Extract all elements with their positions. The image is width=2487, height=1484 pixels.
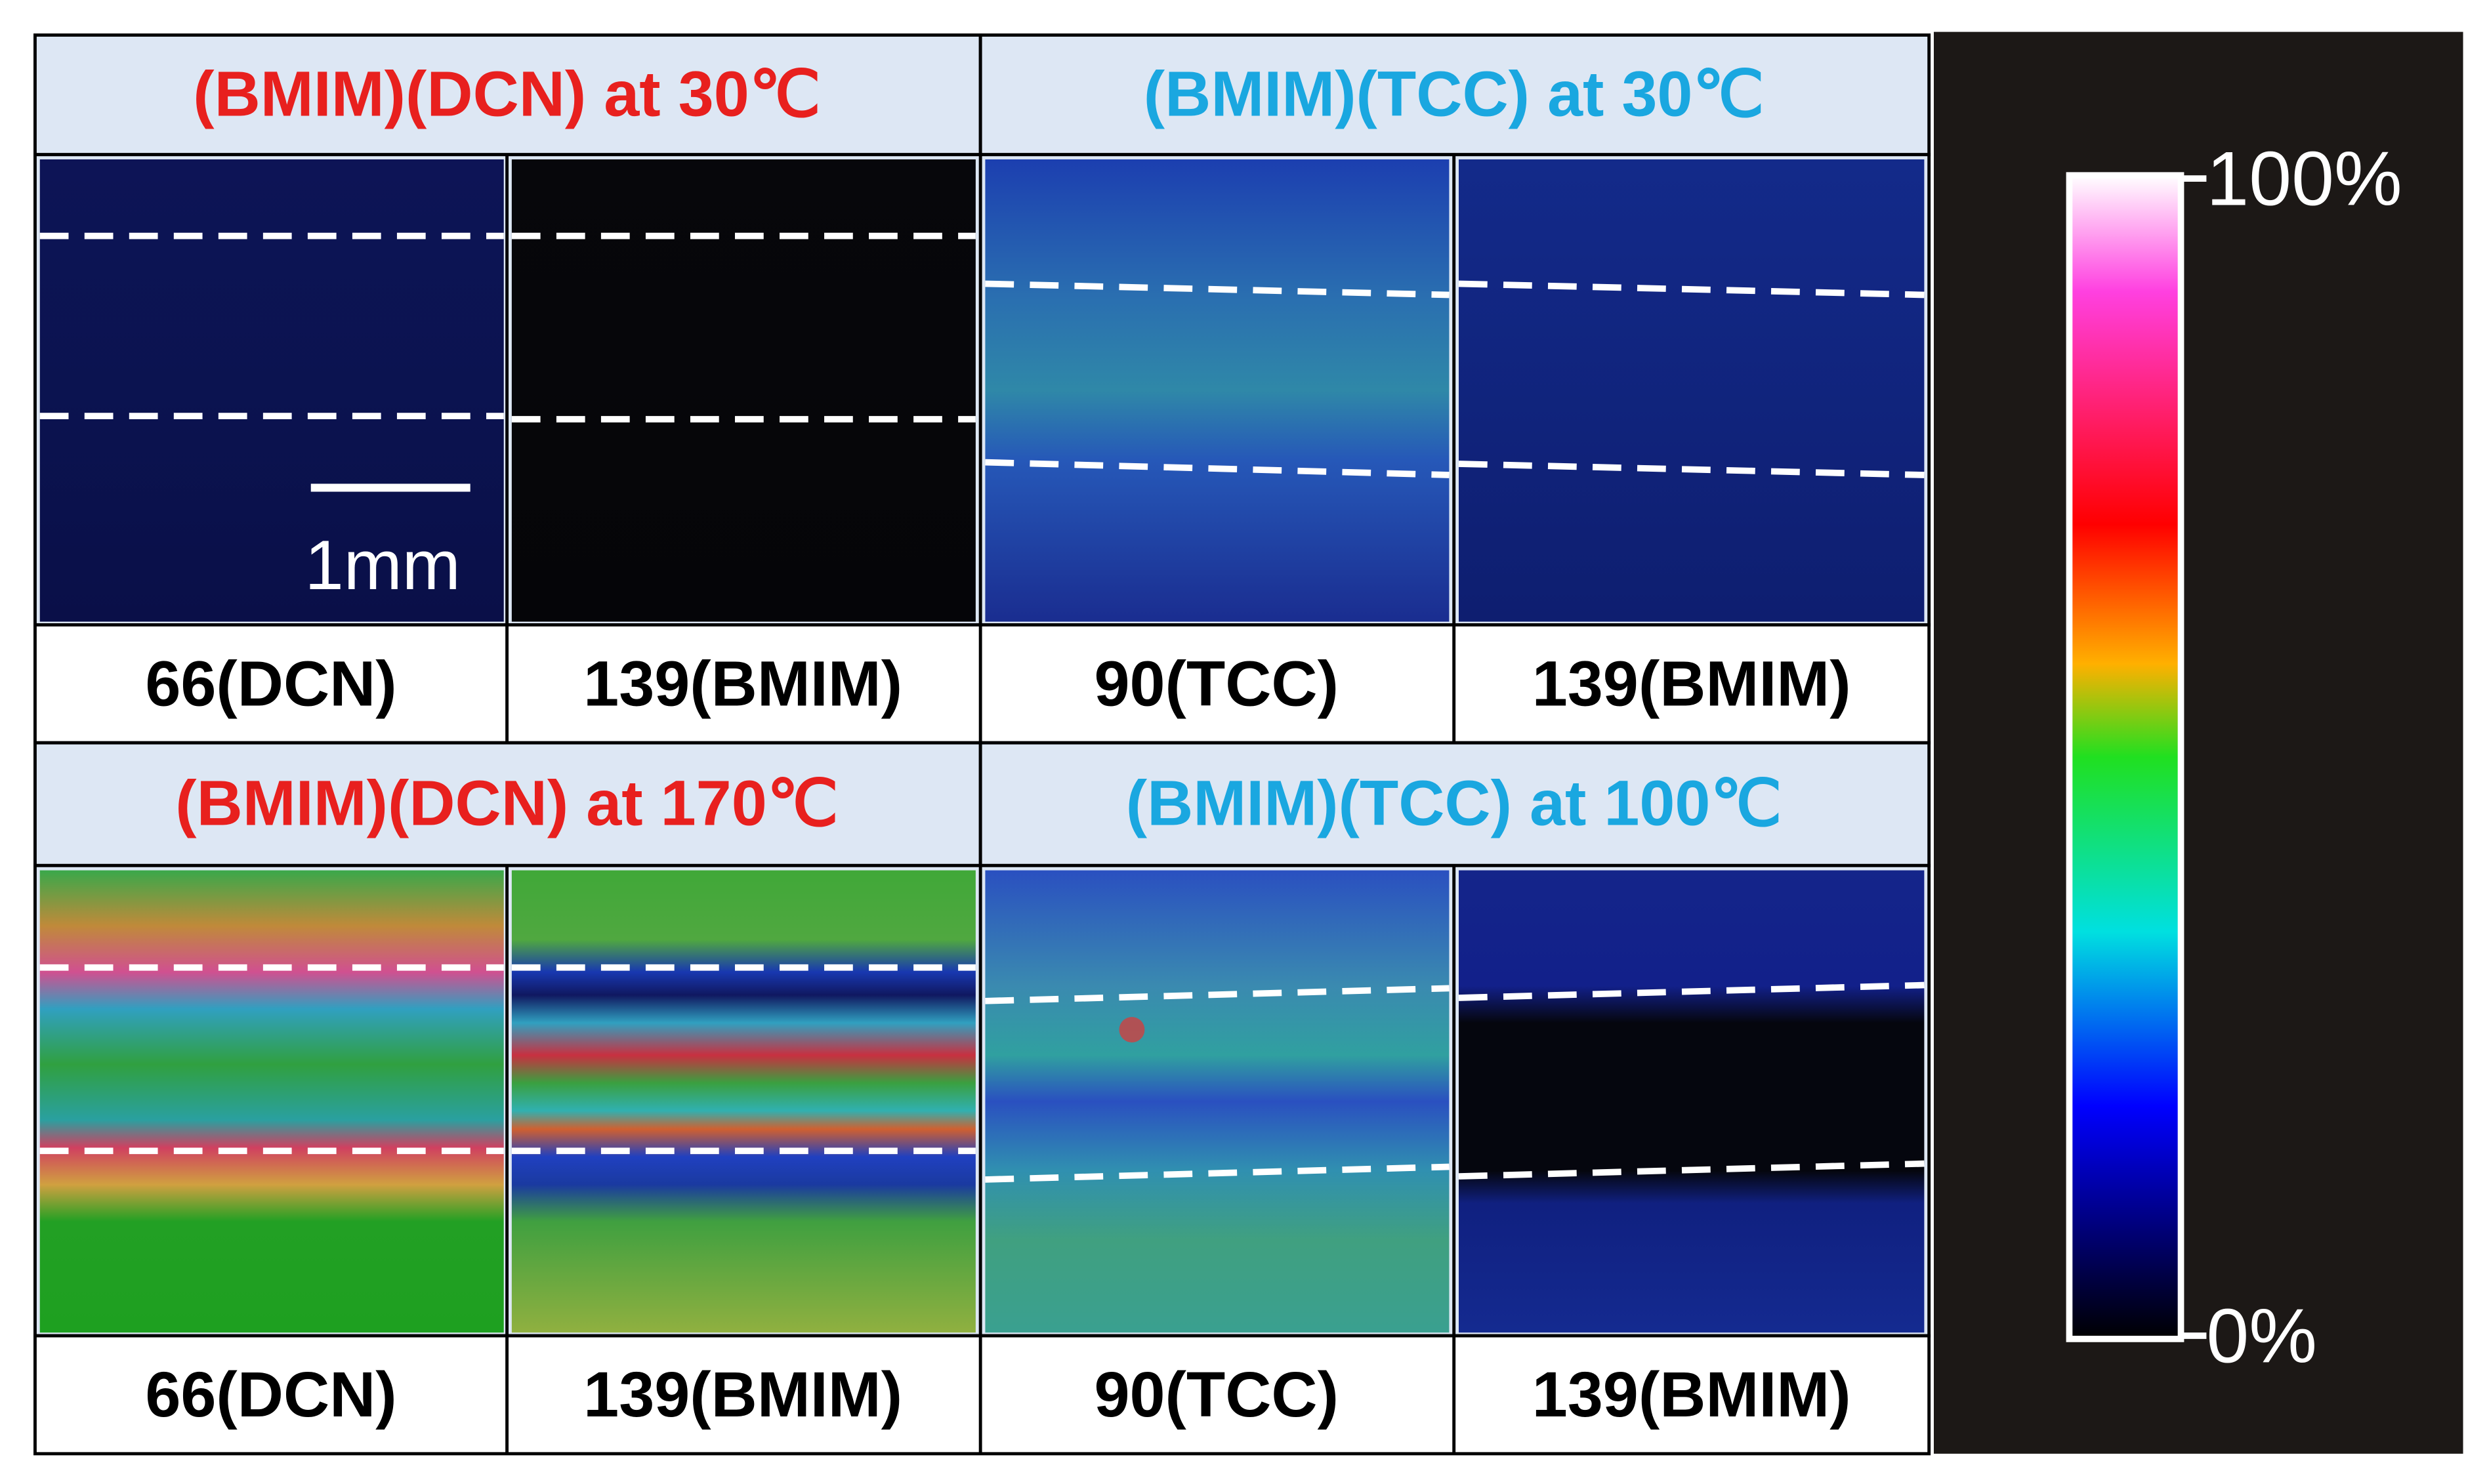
image-label: 66(DCN): [145, 648, 396, 719]
image-label: 139(BMIM): [583, 648, 902, 719]
colorbar-max: 100%: [2206, 136, 2402, 222]
image-label: 90(TCC): [1094, 1359, 1339, 1430]
header-cell: [33, 741, 982, 867]
colorbar-panel: [1933, 31, 2463, 1454]
heatmap: [1458, 159, 1925, 622]
heatmap: [39, 870, 504, 1333]
image-label: 139(BMIM): [583, 1359, 902, 1430]
panel-title: (BMIM)(DCN) at 30℃: [193, 58, 821, 129]
panel-title: (BMIM)(DCN) at 170℃: [175, 768, 839, 839]
heatmap: [511, 870, 976, 1333]
header-cell: [978, 741, 1931, 867]
header-cell: [33, 33, 982, 157]
heatmap: [985, 870, 1450, 1333]
dashed-lines: [39, 964, 1925, 1183]
dividers: [505, 154, 1456, 743]
heatmap: [1458, 870, 1925, 1333]
colorbar-min: 0%: [2206, 1293, 2317, 1379]
panel-title: (BMIM)(TCC) at 30℃: [1144, 58, 1765, 129]
image-label: 90(TCC): [1094, 648, 1339, 719]
heatmap-spot: [1119, 1017, 1145, 1042]
colorbar: [2066, 172, 2184, 1342]
image-label: 139(BMIM): [1532, 648, 1851, 719]
dividers: [505, 865, 1456, 1454]
heatmap: [985, 159, 1450, 622]
image-label: 66(DCN): [145, 1359, 396, 1430]
image-label: 139(BMIM): [1532, 1359, 1851, 1430]
dashed-lines: [39, 232, 1925, 478]
scale-bar-label: 1mm: [304, 526, 461, 604]
heatmap: [511, 159, 976, 622]
panel-title: (BMIM)(TCC) at 100℃: [1126, 768, 1782, 839]
